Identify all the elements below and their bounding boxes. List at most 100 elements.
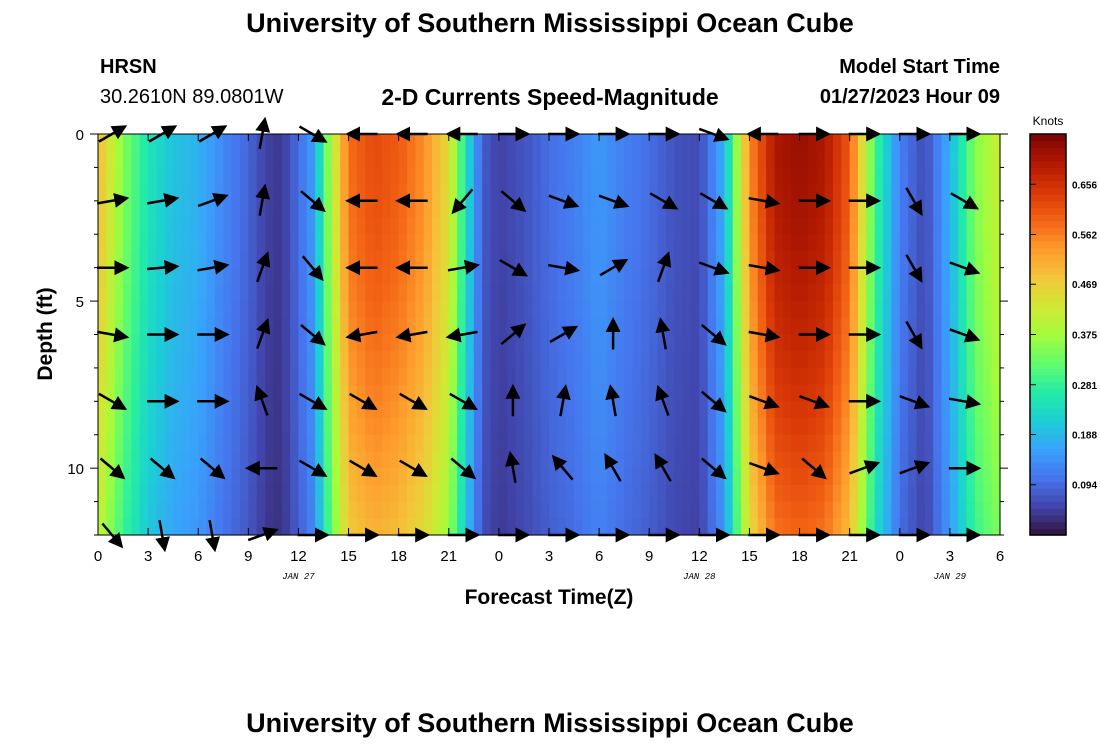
heatmap-cell [131, 367, 141, 386]
heatmap-cell [883, 518, 893, 536]
heatmap-cell [782, 217, 792, 235]
current-arrow [748, 193, 781, 209]
heatmap-cell [966, 384, 976, 402]
heatmap-cell [532, 401, 542, 419]
heatmap-cell [615, 434, 625, 453]
heatmap-cell [148, 150, 158, 169]
heatmap-cell [682, 367, 692, 386]
heatmap-cell [290, 200, 300, 219]
heatmap-cell [281, 334, 291, 352]
current-arrow [748, 327, 781, 343]
heatmap-cell [624, 217, 634, 235]
heatmap-cell [874, 167, 884, 185]
heatmap-cell [699, 134, 709, 152]
heatmap-cell [724, 351, 734, 369]
heatmap-cell [782, 284, 792, 302]
heatmap-cell [565, 167, 575, 185]
x-tick-label: 0 [495, 548, 503, 565]
heatmap-cell [298, 451, 308, 469]
heatmap-cell [816, 267, 826, 285]
heatmap-cell [123, 451, 133, 469]
heatmap-cell [139, 451, 149, 469]
heatmap-cell [640, 284, 650, 302]
heatmap-cell [164, 418, 174, 436]
heatmap-cell [265, 418, 274, 436]
heatmap-cell [883, 234, 893, 252]
heatmap-cell [991, 501, 1001, 519]
heatmap-cell [574, 200, 584, 219]
heatmap-cell [231, 267, 241, 285]
heatmap-cell [883, 200, 893, 219]
heatmap-cell [841, 200, 851, 219]
heatmap-cell [933, 501, 943, 519]
heatmap-cell [423, 484, 433, 503]
heatmap-cell [699, 284, 709, 302]
heatmap-cell [858, 351, 867, 369]
heatmap-cell [348, 401, 358, 419]
heatmap-cell [908, 184, 918, 202]
heatmap-cell [632, 317, 642, 336]
heatmap-cell [949, 468, 959, 486]
heatmap-cell [590, 351, 600, 369]
heatmap-cell [824, 451, 834, 469]
heatmap-cell [690, 200, 700, 219]
heatmap-cell [331, 501, 341, 519]
heatmap-cell [223, 234, 233, 252]
heatmap-cell [883, 434, 893, 453]
heatmap-cell [858, 250, 867, 269]
heatmap-cell [891, 167, 901, 185]
heatmap-cell [156, 418, 166, 436]
heatmap-cell [356, 501, 366, 519]
heatmap-cell [557, 134, 567, 152]
heatmap-cell [440, 234, 450, 252]
heatmap-cell [874, 250, 884, 269]
heatmap-cell [732, 401, 742, 419]
heatmap-cell [966, 150, 976, 169]
heatmap-cell [749, 267, 759, 285]
colorbar-swatch [1030, 514, 1066, 523]
heatmap-cell [749, 351, 759, 369]
heatmap-cell [991, 134, 1001, 152]
heatmap-cell [214, 384, 224, 402]
heatmap-cell [599, 334, 609, 352]
heatmap-cell [699, 301, 709, 319]
heatmap-cell [248, 501, 258, 519]
heatmap-cell [482, 234, 492, 252]
heatmap-cell [716, 217, 725, 235]
heatmap-cell [407, 267, 416, 285]
heatmap-cell [415, 150, 425, 169]
heatmap-cell [106, 451, 116, 469]
heatmap-cell [189, 217, 199, 235]
heatmap-cell [440, 484, 450, 503]
heatmap-cell [615, 150, 625, 169]
heatmap-cell [256, 284, 266, 302]
heatmap-cell [874, 317, 884, 336]
heatmap-cell [724, 451, 734, 469]
heatmap-cell [206, 484, 216, 503]
heatmap-cell [799, 267, 809, 285]
heatmap-cell [139, 301, 149, 319]
heatmap-cell [807, 451, 817, 469]
heatmap-cell [356, 200, 366, 219]
heatmap-cell [423, 501, 433, 519]
heatmap-cell [473, 434, 483, 453]
heatmap-cell [507, 150, 517, 169]
heatmap-cell [331, 384, 341, 402]
heatmap-cell [223, 484, 233, 503]
heatmap-cell [206, 301, 216, 319]
heatmap-cell [607, 267, 617, 285]
heatmap-cell [582, 250, 592, 269]
heatmap-cell [114, 484, 124, 503]
heatmap-cell [832, 284, 842, 302]
heatmap-cell [916, 501, 926, 519]
x-tick-label: 0 [94, 548, 102, 565]
heatmap-cell [482, 217, 492, 235]
heatmap-cell [782, 367, 792, 386]
heatmap-cell [448, 518, 458, 536]
heatmap-cell [782, 317, 792, 336]
heatmap-cell [908, 250, 918, 269]
heatmap-cell [331, 451, 341, 469]
heatmap-cell [290, 301, 300, 319]
heatmap-cell [974, 200, 984, 219]
heatmap-cell [156, 367, 166, 386]
